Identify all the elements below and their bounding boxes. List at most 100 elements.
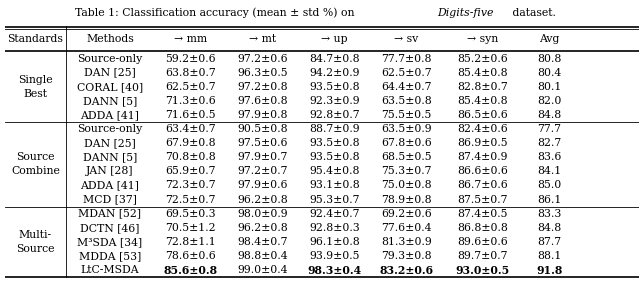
Text: 87.5±0.7: 87.5±0.7 — [457, 195, 508, 205]
Text: CORAL [40]: CORAL [40] — [77, 82, 143, 92]
Text: 69.2±0.6: 69.2±0.6 — [381, 209, 432, 219]
Text: 97.9±0.8: 97.9±0.8 — [237, 110, 287, 120]
Text: 85.4±0.8: 85.4±0.8 — [457, 96, 508, 106]
Text: 63.5±0.8: 63.5±0.8 — [381, 96, 432, 106]
Text: 86.8±0.8: 86.8±0.8 — [457, 223, 508, 233]
Text: 98.0±0.9: 98.0±0.9 — [237, 209, 287, 219]
Text: ADDA [41]: ADDA [41] — [81, 181, 140, 191]
Text: 77.6±0.4: 77.6±0.4 — [381, 223, 431, 233]
Text: 97.2±0.6: 97.2±0.6 — [237, 54, 287, 64]
Text: 72.8±1.1: 72.8±1.1 — [165, 237, 216, 247]
Text: LtC-MSDA: LtC-MSDA — [81, 265, 140, 275]
Text: 88.1: 88.1 — [538, 251, 562, 261]
Text: 85.6±0.8: 85.6±0.8 — [163, 265, 218, 275]
Text: Methods: Methods — [86, 34, 134, 44]
Text: 63.5±0.9: 63.5±0.9 — [381, 124, 431, 134]
Text: 62.5±0.7: 62.5±0.7 — [381, 68, 431, 78]
Text: 71.3±0.6: 71.3±0.6 — [165, 96, 216, 106]
Text: 75.3±0.7: 75.3±0.7 — [381, 166, 431, 176]
Text: JAN [28]: JAN [28] — [86, 166, 134, 176]
Text: MCD [37]: MCD [37] — [83, 195, 137, 205]
Text: 85.4±0.8: 85.4±0.8 — [457, 68, 508, 78]
Text: → mm: → mm — [173, 34, 207, 44]
Text: Digits-five: Digits-five — [4, 283, 61, 293]
Text: Single
Best: Single Best — [18, 75, 52, 99]
Text: Source-only: Source-only — [77, 54, 143, 64]
Text: 84.1: 84.1 — [538, 166, 562, 176]
Text: 87.4±0.9: 87.4±0.9 — [457, 152, 508, 162]
Text: 67.9±0.8: 67.9±0.8 — [165, 138, 216, 148]
Text: 93.9±0.5: 93.9±0.5 — [309, 251, 360, 261]
Text: 97.5±0.6: 97.5±0.6 — [237, 138, 287, 148]
Text: 96.2±0.8: 96.2±0.8 — [237, 195, 287, 205]
Text: 75.0±0.8: 75.0±0.8 — [381, 181, 431, 191]
Text: 96.1±0.8: 96.1±0.8 — [309, 237, 360, 247]
Text: Digits-five: Digits-five — [437, 8, 493, 18]
Text: 81.3±0.9: 81.3±0.9 — [381, 237, 432, 247]
Text: 83.2±0.6: 83.2±0.6 — [380, 265, 433, 275]
Text: → sv: → sv — [394, 34, 419, 44]
Text: 96.2±0.8: 96.2±0.8 — [237, 223, 287, 233]
Text: Standards: Standards — [8, 34, 63, 44]
Text: Table 1: Classification accuracy (mean ± std %) on Digits-five dataset.: Table 1: Classification accuracy (mean ±… — [129, 8, 515, 18]
Text: 95.3±0.7: 95.3±0.7 — [309, 195, 360, 205]
Text: Table 1: Classification accuracy (mean ± std %) on: Table 1: Classification accuracy (mean ±… — [4, 283, 287, 293]
Text: 96.3±0.5: 96.3±0.5 — [237, 68, 287, 78]
Text: 80.1: 80.1 — [538, 82, 562, 92]
Text: 92.3±0.9: 92.3±0.9 — [309, 96, 360, 106]
Text: 92.4±0.7: 92.4±0.7 — [309, 209, 360, 219]
Text: MDDA [53]: MDDA [53] — [79, 251, 141, 261]
Text: dataset.: dataset. — [509, 8, 556, 18]
Text: 87.7: 87.7 — [538, 237, 561, 247]
Text: dataset.: dataset. — [4, 283, 51, 293]
Text: 82.0: 82.0 — [538, 96, 562, 106]
Text: 86.1: 86.1 — [538, 195, 562, 205]
Text: 59.2±0.6: 59.2±0.6 — [165, 54, 216, 64]
Text: 75.5±0.5: 75.5±0.5 — [381, 110, 431, 120]
Text: Source
Combine: Source Combine — [11, 152, 60, 176]
Text: 87.4±0.5: 87.4±0.5 — [457, 209, 508, 219]
Text: Multi-
Source: Multi- Source — [16, 230, 54, 254]
Text: 98.4±0.7: 98.4±0.7 — [237, 237, 287, 247]
Text: Table 1: Classification accuracy (mean ± std %) on: Table 1: Classification accuracy (mean ±… — [75, 8, 358, 18]
Text: 77.7±0.8: 77.7±0.8 — [381, 54, 431, 64]
Text: 63.4±0.7: 63.4±0.7 — [165, 124, 216, 134]
Text: 91.8: 91.8 — [536, 265, 563, 275]
Text: 85.2±0.6: 85.2±0.6 — [457, 54, 508, 64]
Text: ADDA [41]: ADDA [41] — [81, 110, 140, 120]
Text: 82.7: 82.7 — [538, 138, 562, 148]
Text: 70.8±0.8: 70.8±0.8 — [165, 152, 216, 162]
Text: 93.5±0.8: 93.5±0.8 — [309, 138, 360, 148]
Text: 93.5±0.8: 93.5±0.8 — [309, 82, 360, 92]
Text: 92.8±0.7: 92.8±0.7 — [309, 110, 360, 120]
Text: Source-only: Source-only — [77, 124, 143, 134]
Text: 63.8±0.7: 63.8±0.7 — [165, 68, 216, 78]
Text: 97.2±0.7: 97.2±0.7 — [237, 166, 287, 176]
Text: 82.4±0.6: 82.4±0.6 — [457, 124, 508, 134]
Text: 67.8±0.6: 67.8±0.6 — [381, 138, 432, 148]
Text: 78.6±0.6: 78.6±0.6 — [165, 251, 216, 261]
Text: 80.8: 80.8 — [538, 54, 562, 64]
Text: 64.4±0.7: 64.4±0.7 — [381, 82, 431, 92]
Text: 94.2±0.9: 94.2±0.9 — [309, 68, 360, 78]
Text: 70.5±1.2: 70.5±1.2 — [165, 223, 216, 233]
Text: 89.6±0.6: 89.6±0.6 — [457, 237, 508, 247]
Text: 65.9±0.7: 65.9±0.7 — [165, 166, 216, 176]
Text: DANN [5]: DANN [5] — [83, 152, 137, 162]
Text: 72.3±0.7: 72.3±0.7 — [165, 181, 216, 191]
Text: 72.5±0.7: 72.5±0.7 — [165, 195, 216, 205]
Text: 62.5±0.7: 62.5±0.7 — [165, 82, 216, 92]
Text: 86.9±0.5: 86.9±0.5 — [457, 138, 508, 148]
Text: 86.6±0.6: 86.6±0.6 — [457, 166, 508, 176]
Text: 68.5±0.5: 68.5±0.5 — [381, 152, 431, 162]
Text: 83.3: 83.3 — [538, 209, 562, 219]
Text: 97.9±0.6: 97.9±0.6 — [237, 181, 287, 191]
Text: M³SDA [34]: M³SDA [34] — [77, 237, 143, 247]
Text: 83.6: 83.6 — [538, 152, 562, 162]
Text: 93.5±0.8: 93.5±0.8 — [309, 152, 360, 162]
Text: 89.7±0.7: 89.7±0.7 — [457, 251, 508, 261]
Text: DCTN [46]: DCTN [46] — [80, 223, 140, 233]
Text: 69.5±0.3: 69.5±0.3 — [165, 209, 216, 219]
Text: 78.9±0.8: 78.9±0.8 — [381, 195, 431, 205]
Text: 97.6±0.8: 97.6±0.8 — [237, 96, 287, 106]
